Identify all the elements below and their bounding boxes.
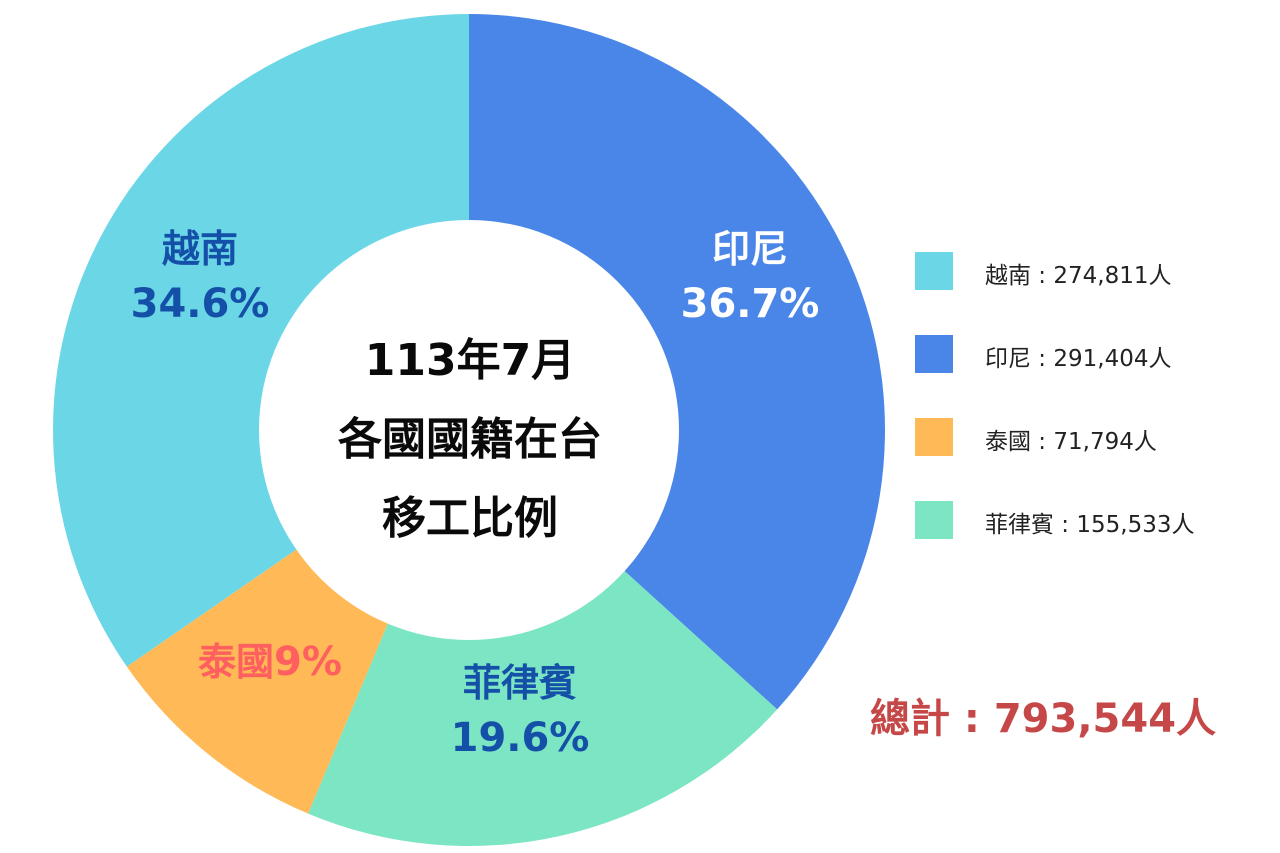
- legend-item-philippines: 菲律賓 : 155,533人: [915, 501, 1255, 539]
- slice-vietnam: [52, 14, 469, 667]
- slice-percent-indonesia: 36.7%: [680, 281, 820, 327]
- slice-name-indonesia: 印尼: [711, 227, 788, 271]
- slice-percent-philippines: 19.6%: [450, 715, 590, 761]
- slice-name-philippines: 菲律賓: [462, 661, 577, 705]
- legend-text-vietnam: 越南 : 274,811人: [985, 263, 1172, 289]
- total-count: 總計 : 793,544人: [870, 696, 1217, 742]
- legend-swatch-indonesia: [915, 335, 953, 373]
- chart-title-line-2: 各國國籍在台: [338, 414, 602, 465]
- slice-indonesia: [469, 14, 885, 710]
- slice-label-indonesia: 印尼 36.7%: [660, 230, 840, 324]
- legend-text-thailand: 泰國 : 71,794人: [985, 429, 1157, 455]
- slice-percent-thailand: 9%: [274, 639, 342, 685]
- slice-percent-vietnam: 34.6%: [130, 281, 270, 327]
- legend-swatch-thailand: [915, 418, 953, 456]
- legend-text-indonesia: 印尼 : 291,404人: [985, 346, 1172, 372]
- donut-hole: [259, 220, 679, 640]
- legend-text-philippines: 菲律賓 : 155,533人: [985, 512, 1195, 538]
- legend-swatch-philippines: [915, 501, 953, 539]
- chart-title-line-3: 移工比例: [382, 493, 558, 544]
- chart-title-line-1: 113年7月: [364, 335, 576, 386]
- slice-label-philippines: 菲律賓 19.6%: [420, 664, 620, 758]
- legend-item-thailand: 泰國 : 71,794人: [915, 418, 1255, 456]
- legend-item-indonesia: 印尼 : 291,404人: [915, 335, 1255, 373]
- slice-label-thailand: 泰國9%: [170, 642, 370, 682]
- slice-name-thailand: 泰國: [198, 640, 275, 684]
- legend-swatch-vietnam: [915, 252, 953, 290]
- legend-item-vietnam: 越南 : 274,811人: [915, 252, 1255, 290]
- slice-name-vietnam: 越南: [161, 227, 238, 271]
- slice-label-vietnam: 越南 34.6%: [110, 230, 290, 324]
- slice-philippines: [308, 430, 778, 846]
